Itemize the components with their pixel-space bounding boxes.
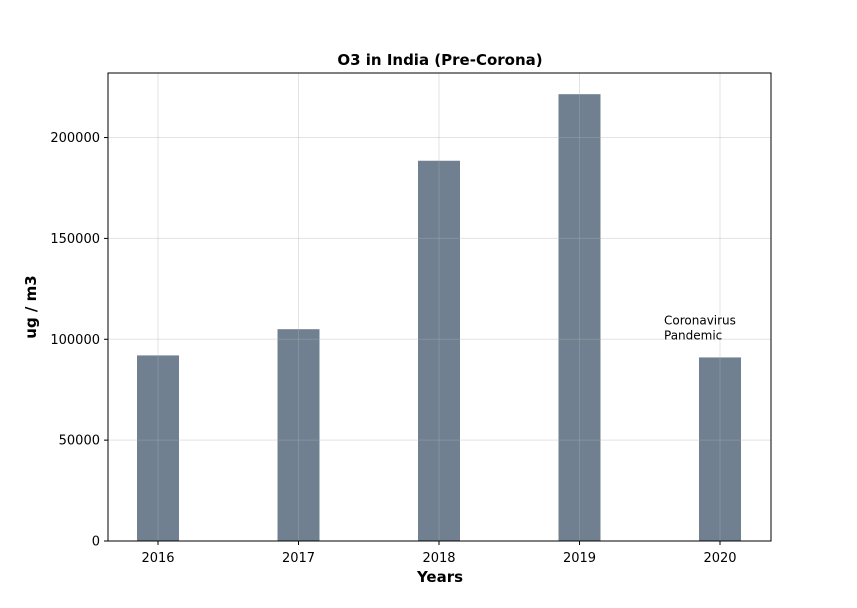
bars (137, 94, 741, 542)
x-tick-label-2020: 2020 (703, 551, 736, 566)
chart-title: O3 in India (Pre-Corona) (337, 51, 542, 69)
bar-2020 (699, 357, 741, 541)
bar-2017 (277, 329, 320, 541)
x-tick-label-2017: 2017 (282, 551, 315, 566)
y-tick-label-150000: 150000 (50, 232, 100, 247)
y-tick-label-0: 0 (92, 535, 100, 550)
grid-lines (108, 73, 771, 542)
y-axis-ticks: 0 50000 100000 150000 200000 (50, 131, 108, 550)
y-axis-label: ug / m3 (22, 275, 40, 338)
bar-2018 (418, 160, 460, 541)
x-axis-ticks: 2016 2017 2018 2019 2020 (141, 541, 737, 566)
x-axis-label: Years (416, 568, 463, 586)
x-tick-label-2016: 2016 (141, 551, 174, 566)
annotation-line-2: Pandemic (664, 328, 722, 342)
annotation-line-1: Coronavirus (664, 313, 736, 327)
y-tick-label-200000: 200000 (50, 131, 100, 146)
x-tick-label-2019: 2019 (563, 551, 596, 566)
bar-2019 (558, 94, 601, 542)
x-tick-label-2018: 2018 (422, 551, 455, 566)
bar-2016 (137, 355, 179, 541)
y-tick-label-50000: 50000 (59, 434, 100, 449)
y-tick-label-100000: 100000 (50, 333, 100, 348)
